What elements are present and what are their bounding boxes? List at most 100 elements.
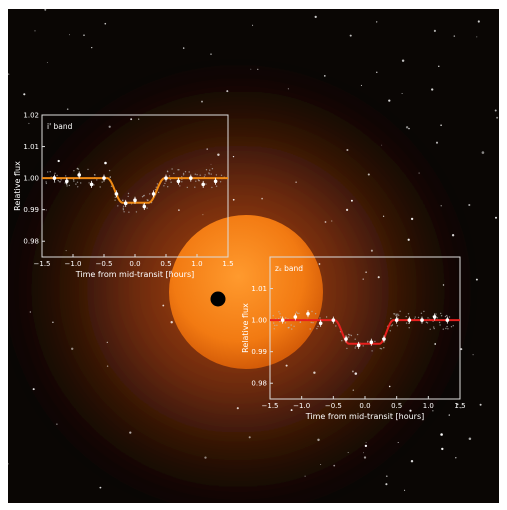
raw-data-point [195,180,197,182]
background-star [352,389,354,391]
binned-data-point [356,343,361,348]
background-star [365,442,367,444]
host-star [169,215,323,369]
raw-data-point [350,334,353,337]
raw-data-point [295,311,298,313]
raw-data-point [64,182,66,184]
raw-data-point [440,312,442,315]
raw-data-point [445,327,447,330]
raw-data-point [278,320,281,323]
raw-data-point [408,327,410,329]
binned-data-point [114,192,119,196]
raw-data-point [53,181,56,183]
raw-data-point [417,316,420,319]
background-star [108,125,111,128]
raw-data-point [380,348,383,350]
scene-canvas: 0.98 0.99 1.00 1.01 1.02 −1.5 −1.0 −0.5 0.0 0.5 1.… [8,9,499,503]
background-star [377,276,380,279]
background-star [44,9,47,11]
raw-data-point [429,328,431,330]
background-star [345,208,349,212]
raw-data-point [293,325,295,327]
raw-data-point [314,313,317,315]
raw-data-point [47,171,49,173]
raw-data-point [436,317,439,319]
background-star [365,271,367,273]
raw-data-point [312,322,314,324]
raw-data-point [88,182,90,184]
background-star [367,173,370,176]
raw-data-point [127,192,130,195]
binned-data-point [280,318,285,322]
binned-data-point [306,312,310,316]
background-star [370,249,373,252]
raw-data-point [325,316,328,318]
background-star [236,407,239,410]
raw-data-point [311,310,313,313]
raw-data-point [396,315,398,317]
binned-data-point [407,318,412,322]
background-star [354,372,358,375]
transit-model-curve [270,319,460,345]
raw-data-point [59,181,62,183]
background-star [331,220,333,222]
binned-data-point [176,179,181,184]
background-star [210,53,212,55]
x-tick-label: 0.5 [160,260,171,268]
background-star [257,68,259,70]
raw-data-point [316,327,318,330]
binned-data-point [123,201,128,206]
raw-data-point [77,186,79,188]
raw-data-point [122,205,125,207]
raw-data-point [389,330,391,332]
background-star [455,456,457,459]
raw-data-point [395,313,398,315]
background-star [129,431,132,434]
raw-data-point [77,168,80,170]
raw-data-point [170,181,172,183]
raw-data-point [156,183,159,185]
binned-data-point [133,198,137,202]
x-tick-label: −0.5 [96,260,113,268]
raw-data-point [110,185,113,187]
background-star [138,118,140,120]
raw-data-point [155,186,157,188]
raw-data-point [73,180,75,182]
raw-data-point [179,185,181,187]
binned-data-point [394,318,399,322]
background-star [451,234,455,237]
raw-data-point [177,169,179,171]
background-star [320,464,322,465]
x-tick-label: 1.5 [454,402,465,410]
raw-data-point [348,336,350,338]
binned-data-point [65,179,69,184]
raw-data-point [341,340,343,342]
background-star [385,475,388,478]
background-star [314,15,317,19]
raw-data-point [399,310,401,312]
raw-data-point [117,205,119,207]
background-star [217,153,220,156]
raw-data-point [122,209,125,211]
y-tick-label: 1.01 [23,143,39,151]
raw-data-point [298,312,300,315]
raw-data-point [72,178,75,181]
band-label: zₛ band [275,264,303,273]
raw-data-point [101,181,103,183]
background-star [285,364,288,367]
background-star [8,73,10,75]
raw-data-point [122,207,125,209]
raw-data-point [448,316,451,318]
raw-data-point [274,324,276,327]
raw-data-point [149,193,151,195]
raw-data-point [444,315,447,318]
raw-data-point [54,172,56,174]
raw-data-point [288,327,290,329]
x-tick-label: 1.0 [423,402,434,410]
x-tick-label: 1.0 [191,260,202,268]
raw-data-point [128,211,130,213]
background-star [201,100,203,103]
background-star [431,88,434,91]
raw-data-point [285,317,287,319]
raw-data-point [374,340,376,343]
